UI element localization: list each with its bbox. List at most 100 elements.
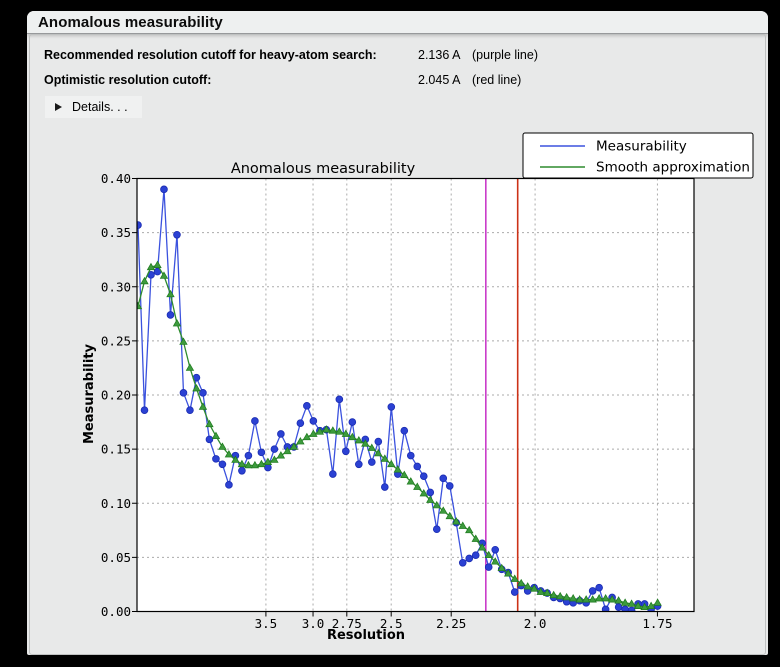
x-tick-label: 2.25 bbox=[436, 616, 466, 631]
x-axis-label: Resolution bbox=[327, 628, 405, 643]
data-point-triangle bbox=[504, 569, 513, 577]
data-point-triangle bbox=[289, 442, 299, 450]
data-point-triangle bbox=[413, 482, 422, 490]
data-point-triangle bbox=[588, 595, 597, 603]
plot-frame bbox=[136, 177, 695, 613]
details-toggle[interactable]: Details. . . bbox=[45, 96, 142, 118]
x-tick-label: 1.75 bbox=[642, 616, 672, 631]
data-point-triangle bbox=[549, 590, 558, 599]
y-tick-label: 0.00 bbox=[101, 604, 131, 619]
data-point-circle bbox=[296, 419, 305, 427]
data-point-circle bbox=[445, 482, 454, 490]
optimistic-cutoff-value: 2.045 A bbox=[418, 73, 461, 87]
data-point-triangle bbox=[406, 477, 415, 485]
data-point-circle bbox=[257, 448, 266, 457]
data-point-triangle bbox=[536, 587, 545, 595]
data-point-circle bbox=[199, 389, 207, 397]
data-point-triangle bbox=[568, 594, 578, 602]
data-point-triangle bbox=[315, 427, 325, 435]
data-point-triangle bbox=[354, 435, 364, 444]
recommended-cutoff-row: Recommended resolution cutoff for heavy-… bbox=[27, 48, 768, 64]
data-point-triangle bbox=[491, 557, 500, 565]
data-point-circle bbox=[238, 466, 246, 475]
x-tick-label: 2.0 bbox=[524, 616, 547, 631]
data-point-triangle bbox=[465, 525, 474, 534]
data-point-triangle bbox=[283, 446, 292, 455]
data-point-triangle bbox=[179, 337, 188, 345]
data-point-circle bbox=[270, 445, 279, 453]
data-point-triangle bbox=[328, 426, 338, 434]
data-point-circle bbox=[510, 588, 519, 596]
y-tick-label: 0.20 bbox=[101, 388, 131, 403]
data-point-triangle bbox=[640, 602, 649, 611]
data-point-triangle bbox=[555, 591, 565, 600]
data-point-triangle bbox=[374, 448, 383, 457]
data-point-circle bbox=[335, 395, 344, 404]
y-axis-label: Measurability bbox=[82, 343, 97, 444]
y-tick-label: 0.40 bbox=[101, 171, 131, 186]
data-point-triangle bbox=[523, 582, 532, 590]
data-point-circle bbox=[251, 417, 259, 425]
data-point-triangle bbox=[341, 429, 351, 437]
data-point-circle bbox=[160, 185, 168, 194]
recommended-cutoff-value: 2.136 A bbox=[418, 48, 461, 62]
data-point-triangle bbox=[146, 262, 156, 271]
data-point-circle bbox=[588, 587, 597, 595]
data-point-circle bbox=[342, 447, 350, 456]
data-point-triangle bbox=[244, 460, 253, 469]
data-point-circle bbox=[432, 525, 441, 534]
data-point-triangle bbox=[529, 584, 539, 592]
data-point-triangle bbox=[309, 429, 318, 437]
data-point-circle bbox=[244, 451, 253, 460]
x-tick-label: 2.75 bbox=[332, 616, 362, 631]
details-toggle-label: Details. . . bbox=[72, 100, 128, 114]
data-point-triangle bbox=[633, 601, 643, 609]
disclosure-triangle-icon bbox=[55, 103, 62, 111]
y-tick-label: 0.05 bbox=[101, 550, 131, 565]
data-point-triangle bbox=[542, 588, 552, 596]
legend-label: Smooth approximation bbox=[596, 160, 750, 176]
data-point-triangle bbox=[224, 450, 234, 458]
data-point-circle bbox=[406, 451, 415, 460]
data-point-circle bbox=[218, 460, 227, 469]
y-tick-label: 0.25 bbox=[101, 333, 131, 348]
data-point-circle bbox=[264, 463, 272, 472]
data-point-circle bbox=[491, 545, 500, 554]
data-point-circle bbox=[277, 430, 285, 438]
y-tick-label: 0.15 bbox=[101, 442, 131, 457]
data-point-circle bbox=[179, 389, 188, 397]
data-point-triangle bbox=[348, 432, 357, 441]
data-point-triangle bbox=[601, 594, 610, 602]
data-point-triangle bbox=[380, 454, 390, 462]
x-tick-label: 3.0 bbox=[302, 616, 325, 631]
data-point-circle bbox=[595, 583, 603, 592]
data-point-circle bbox=[374, 437, 383, 446]
data-point-triangle bbox=[159, 271, 169, 279]
data-point-circle bbox=[173, 230, 181, 239]
data-point-circle bbox=[140, 406, 149, 414]
data-point-triangle bbox=[497, 563, 506, 572]
data-point-circle bbox=[166, 311, 175, 319]
data-point-circle bbox=[381, 483, 389, 491]
recommended-cutoff-label: Recommended resolution cutoff for heavy-… bbox=[44, 48, 377, 62]
page-title: Anomalous measurability bbox=[38, 14, 223, 31]
data-point-triangle bbox=[276, 451, 286, 459]
chart-title: Anomalous measurability bbox=[231, 161, 416, 177]
legend-label: Measurability bbox=[596, 139, 687, 155]
data-point-triangle bbox=[445, 511, 454, 520]
data-point-triangle bbox=[302, 432, 312, 441]
data-point-circle bbox=[614, 603, 623, 611]
y-tick-label: 0.10 bbox=[101, 496, 131, 511]
data-point-circle bbox=[186, 406, 194, 414]
data-point-triangle bbox=[172, 319, 182, 327]
data-point-triangle bbox=[231, 455, 240, 463]
data-point-triangle bbox=[257, 459, 266, 468]
plot-area bbox=[137, 178, 694, 612]
data-point-circle bbox=[348, 418, 357, 426]
data-point-circle bbox=[368, 458, 376, 466]
data-point-triangle bbox=[594, 594, 604, 602]
data-point-triangle bbox=[237, 459, 247, 468]
data-point-triangle bbox=[322, 425, 331, 433]
data-point-circle bbox=[212, 455, 220, 463]
data-point-circle bbox=[419, 472, 428, 480]
